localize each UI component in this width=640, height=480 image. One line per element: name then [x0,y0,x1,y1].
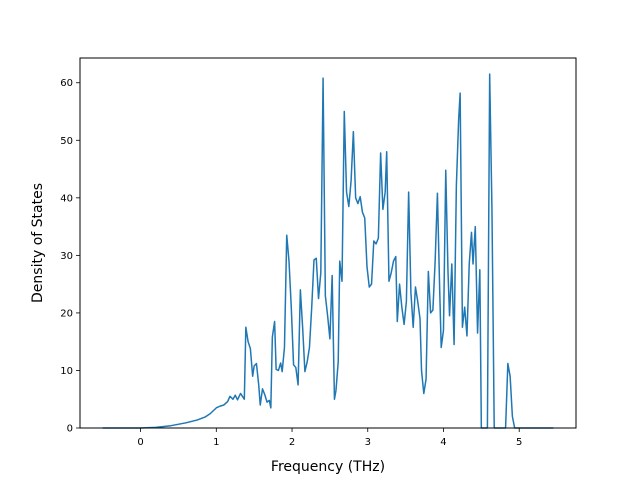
x-tick-label: 3 [365,437,371,448]
x-tick-label: 1 [213,437,219,448]
y-tick-label: 30 [60,251,73,262]
series-line-0 [102,73,554,429]
y-tick-label: 0 [67,424,73,435]
x-tick-label: 0 [137,437,143,448]
y-tick-label: 10 [60,366,73,377]
x-axis-ticks: 0 1 2 3 4 5 [137,428,522,448]
axes-frame [79,57,577,429]
y-tick-label: 40 [60,193,73,204]
x-tick-label: 2 [289,437,295,448]
series-layer [102,73,554,429]
x-tick-label: 4 [440,437,446,448]
y-axis-label: Density of States [30,183,46,303]
plot-area [80,58,576,428]
y-axis-ticks: 0 10 20 30 40 50 60 [60,78,80,435]
x-axis-label: Frequency (THz) [271,459,385,475]
y-tick-label: 60 [60,78,73,89]
y-tick-label: 50 [60,136,73,147]
y-tick-label: 20 [60,308,73,319]
x-tick-label: 5 [516,437,522,448]
